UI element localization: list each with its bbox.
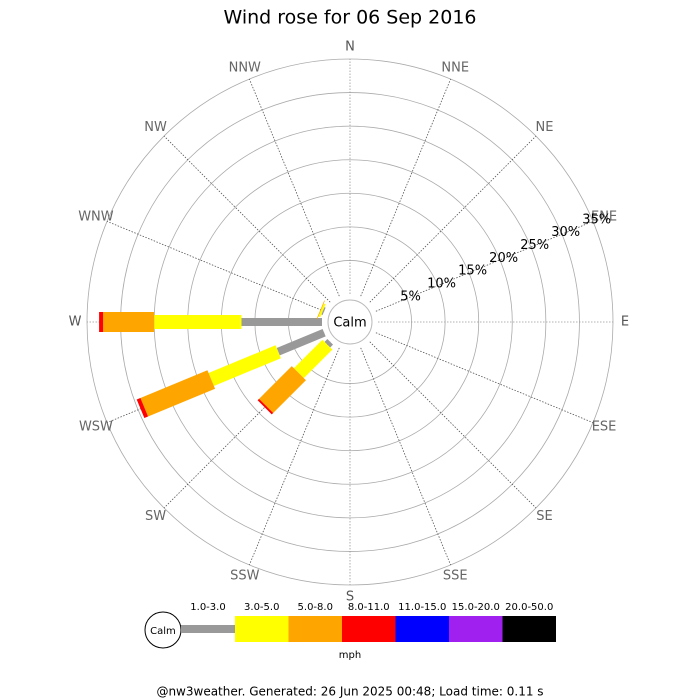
ring-label: 20% [489, 251, 518, 266]
legend-swatch [502, 616, 556, 642]
wind-segment [276, 329, 326, 356]
direction-label: SSE [443, 569, 468, 584]
direction-label: WNW [78, 209, 114, 224]
direction-label: NW [144, 120, 167, 135]
direction-label: NNW [229, 60, 261, 75]
direction-label: N [345, 40, 355, 55]
legend-swatch [342, 616, 396, 642]
wind-segment [324, 338, 334, 348]
units-label: mph [339, 650, 361, 661]
direction-label: W [69, 315, 82, 330]
chart-title: Wind rose for 06 Sep 2016 [223, 7, 476, 29]
wind-segment [140, 370, 216, 417]
ring-label: 15% [458, 264, 487, 279]
direction-label: NE [535, 120, 553, 135]
spoke [248, 78, 340, 297]
legend-label: 15.0-20.0 [452, 602, 500, 613]
wind-segment [208, 345, 281, 386]
legend-calm-label: Calm [150, 626, 176, 637]
spoke [360, 347, 452, 566]
legend-label: 20.0-50.0 [505, 602, 553, 613]
direction-label: E [621, 315, 629, 330]
ring-label: 35% [582, 212, 611, 227]
legend-swatch [288, 616, 342, 642]
legend-label: 3.0-5.0 [244, 602, 279, 613]
legend-swatch [235, 616, 289, 642]
direction-label: WSW [79, 420, 113, 435]
ring-label: 5% [400, 289, 421, 304]
direction-label: ESE [592, 420, 617, 435]
footer: @nw3weather. Generated: 26 Jun 2025 00:4… [156, 685, 543, 699]
spoke [163, 135, 331, 303]
legend-swatch [181, 625, 235, 633]
legend-label: 8.0-11.0 [348, 602, 390, 613]
direction-label: SSW [230, 569, 260, 584]
wind-segment [321, 307, 326, 315]
direction-label: S [346, 590, 354, 605]
legend-label: 1.0-3.0 [190, 602, 225, 613]
calm-circle [327, 299, 373, 345]
wind-segment [318, 303, 326, 318]
spoke [248, 347, 340, 566]
spoke [106, 220, 325, 312]
wind-segment [136, 397, 149, 419]
direction-label: ENE [591, 209, 617, 224]
spoke [375, 220, 594, 312]
spoke [369, 135, 537, 303]
legend-swatch [449, 616, 503, 642]
wind-segment [293, 339, 333, 379]
legend-label: 11.0-15.0 [398, 602, 446, 613]
ring-label: 30% [551, 225, 580, 240]
spoke [360, 78, 452, 297]
wind-segment [259, 366, 306, 413]
ring-label: 25% [520, 238, 549, 253]
calm-label: Calm [333, 316, 366, 331]
spoke [375, 332, 594, 424]
ring-label: 10% [427, 277, 456, 292]
legend-swatch [395, 616, 449, 642]
spoke [369, 341, 537, 509]
direction-label: NNE [441, 60, 469, 75]
direction-label: SW [145, 509, 166, 524]
direction-label: SE [536, 509, 552, 524]
legend-label: 5.0-8.0 [298, 602, 333, 613]
wind-segment [257, 398, 274, 415]
